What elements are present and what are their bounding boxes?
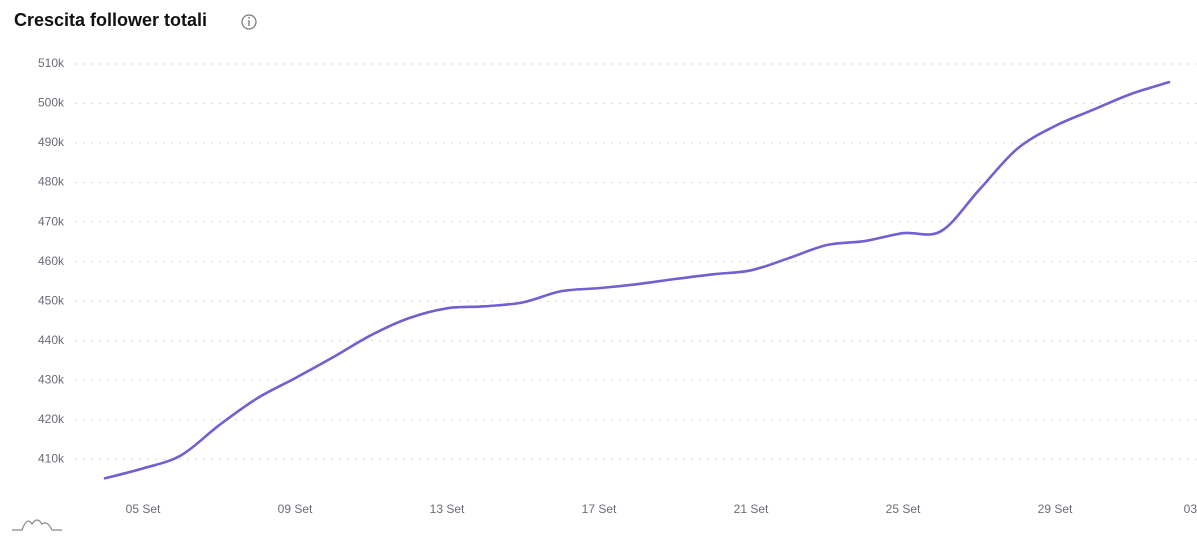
x-tick-label: 05 Set (126, 502, 161, 516)
x-tick-label: 29 Set (1038, 502, 1073, 516)
x-tick-label: 03 (1184, 502, 1197, 516)
info-icon[interactable] (241, 14, 257, 30)
y-tick-label: 430k (38, 372, 65, 386)
y-tick-label: 420k (38, 412, 65, 426)
y-tick-label: 460k (38, 254, 65, 268)
x-tick-label: 21 Set (734, 502, 769, 516)
x-tick-label: 13 Set (430, 502, 465, 516)
y-tick-label: 410k (38, 451, 65, 465)
x-tick-label: 09 Set (278, 502, 313, 516)
y-tick-label: 510k (38, 56, 65, 70)
y-tick-label: 450k (38, 293, 65, 307)
x-tick-label: 17 Set (582, 502, 617, 516)
y-tick-label: 470k (38, 214, 65, 228)
y-tick-label: 500k (38, 96, 65, 110)
line (103, 80, 1171, 480)
mini-chart-icon (12, 519, 62, 531)
chart-title: Crescita follower totali (14, 10, 207, 30)
y-tick-label: 480k (38, 175, 65, 189)
x-tick-label: 25 Set (886, 502, 921, 516)
y-tick-label: 490k (38, 135, 65, 149)
y-tick-label: 440k (38, 333, 65, 347)
